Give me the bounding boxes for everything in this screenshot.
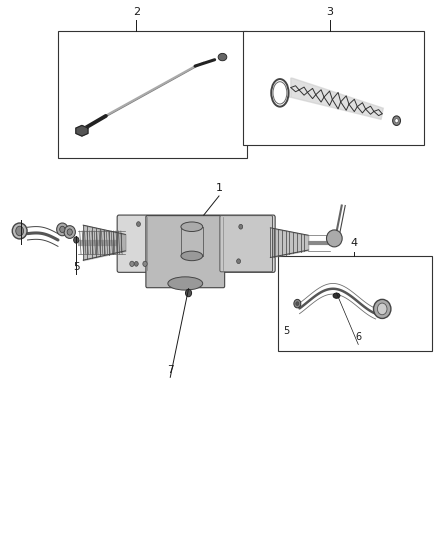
Ellipse shape — [12, 223, 27, 239]
Text: 6: 6 — [355, 332, 361, 342]
Ellipse shape — [143, 261, 147, 266]
Ellipse shape — [185, 289, 191, 297]
Text: 2: 2 — [133, 7, 140, 17]
Text: 5: 5 — [283, 327, 290, 336]
Text: 3: 3 — [326, 7, 333, 17]
Text: 7: 7 — [167, 365, 173, 375]
Ellipse shape — [392, 116, 400, 125]
Ellipse shape — [74, 237, 79, 243]
Ellipse shape — [294, 300, 301, 308]
FancyBboxPatch shape — [146, 216, 225, 288]
Ellipse shape — [218, 53, 227, 61]
Ellipse shape — [67, 229, 72, 235]
FancyBboxPatch shape — [220, 216, 272, 272]
Ellipse shape — [181, 251, 203, 261]
Bar — [58, 30, 247, 158]
Ellipse shape — [326, 230, 342, 247]
Text: 1: 1 — [215, 183, 223, 193]
Ellipse shape — [239, 224, 243, 229]
Ellipse shape — [181, 222, 203, 231]
Polygon shape — [289, 78, 383, 119]
Ellipse shape — [168, 277, 203, 290]
Text: 5: 5 — [73, 262, 80, 272]
Ellipse shape — [130, 261, 134, 266]
Ellipse shape — [60, 226, 65, 232]
Ellipse shape — [395, 118, 398, 123]
Ellipse shape — [64, 225, 75, 238]
Ellipse shape — [237, 259, 240, 264]
Bar — [243, 30, 424, 144]
FancyBboxPatch shape — [117, 215, 275, 272]
Bar — [278, 256, 432, 351]
Ellipse shape — [137, 222, 141, 227]
Polygon shape — [76, 125, 88, 136]
Ellipse shape — [134, 262, 138, 266]
Ellipse shape — [333, 293, 340, 298]
Ellipse shape — [57, 223, 68, 236]
Text: 4: 4 — [350, 238, 357, 248]
Ellipse shape — [16, 226, 24, 236]
Ellipse shape — [378, 303, 387, 315]
Ellipse shape — [374, 300, 391, 318]
Ellipse shape — [296, 302, 299, 305]
Text: 6: 6 — [18, 231, 24, 241]
